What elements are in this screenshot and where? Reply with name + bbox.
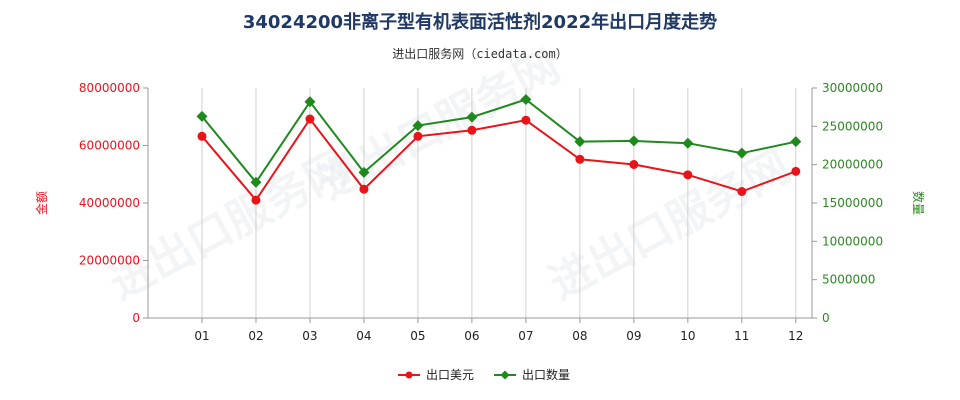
watermark-text: 进出口服务网: [311, 41, 568, 210]
chart-subtitle: 进出口服务网（ciedata.com）: [392, 46, 567, 61]
data-point[interactable]: [197, 131, 207, 141]
tick-labels: 0 20000000 40000000 60000000 80000000 0 500000…: [79, 81, 883, 343]
x-tick-label: 02: [248, 329, 263, 343]
series-export-usd: [197, 114, 801, 205]
y-right-tick-label: 0: [822, 311, 830, 325]
y-axis-right-label: 数量: [911, 191, 926, 215]
series-line: [201, 98, 797, 184]
y-left-tick-label: 60000000: [79, 139, 140, 153]
data-point[interactable]: [305, 114, 315, 124]
y-axis-left-label: 金额: [34, 191, 49, 215]
x-tick-label: 08: [572, 329, 587, 343]
data-point[interactable]: [196, 110, 208, 122]
y-right-tick-label: 25000000: [822, 119, 883, 133]
legend-item-export-quantity[interactable]: 出口数量: [494, 367, 570, 382]
data-point[interactable]: [683, 170, 693, 180]
legend-marker: [405, 371, 413, 379]
data-point[interactable]: [521, 115, 531, 125]
x-tick-label: 11: [734, 329, 749, 343]
data-point[interactable]: [629, 159, 639, 169]
data-point[interactable]: [575, 154, 585, 164]
data-point[interactable]: [574, 136, 586, 148]
legend-item-export-usd[interactable]: 出口美元: [398, 368, 474, 382]
y-right-tick-label: 20000000: [822, 158, 883, 172]
data-point[interactable]: [682, 137, 694, 149]
series-export-quantity: [196, 94, 802, 188]
y-right-tick-label: 15000000: [822, 196, 883, 210]
x-tick-label: 01: [194, 329, 209, 343]
data-point[interactable]: [790, 136, 802, 148]
axes: [143, 87, 817, 323]
x-tick-label: 05: [410, 329, 425, 343]
data-point[interactable]: [466, 111, 478, 123]
data-point[interactable]: [520, 94, 532, 105]
x-tick-label: 12: [788, 329, 803, 343]
legend-marker: [500, 370, 510, 380]
legend-label: 出口数量: [522, 367, 570, 382]
y-left-tick-label: 20000000: [79, 254, 140, 268]
y-left-tick-label: 40000000: [79, 196, 140, 210]
data-point[interactable]: [413, 131, 423, 141]
data-point[interactable]: [736, 147, 748, 159]
data-point[interactable]: [412, 120, 424, 132]
data-point[interactable]: [628, 135, 640, 147]
x-tick-label: 03: [302, 329, 317, 343]
x-tick-label: 06: [464, 329, 479, 343]
chart-title: 34024200非离子型有机表面活性剂2022年出口月度走势: [243, 11, 717, 33]
y-right-tick-label: 30000000: [822, 81, 883, 95]
series-layer: [196, 94, 802, 205]
data-point[interactable]: [791, 166, 801, 176]
series-line: [201, 117, 797, 202]
data-point[interactable]: [250, 176, 262, 188]
data-point[interactable]: [304, 96, 316, 108]
data-point[interactable]: [359, 184, 369, 194]
legend[interactable]: 出口美元 出口数量: [398, 367, 570, 382]
x-tick-label: 07: [518, 329, 533, 343]
y-left-tick-label: 0: [132, 311, 140, 325]
data-point[interactable]: [251, 195, 261, 205]
x-tick-label: 10: [680, 329, 695, 343]
y-left-tick-label: 80000000: [79, 81, 140, 95]
data-point[interactable]: [737, 187, 747, 196]
data-point[interactable]: [358, 166, 370, 178]
x-tick-label: 09: [626, 329, 641, 343]
x-tick-label: 04: [356, 329, 371, 343]
y-right-tick-label: 10000000: [822, 234, 883, 248]
y-right-tick-label: 5000000: [822, 273, 875, 287]
data-point[interactable]: [467, 125, 477, 135]
legend-label: 出口美元: [426, 368, 474, 382]
